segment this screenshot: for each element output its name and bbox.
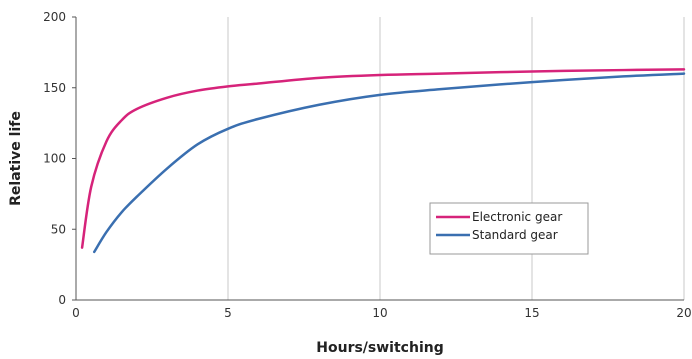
y-tick-label-50: 50 [51,222,66,236]
x-tick-label-10: 10 [372,306,387,320]
x-tick-label-15: 15 [524,306,539,320]
x-tick-label-20: 20 [676,306,691,320]
y-tick-label-200: 200 [43,10,66,24]
axes [72,16,684,301]
y-tick-label-150: 150 [43,81,66,95]
legend-box [429,202,589,255]
series-lines [80,68,686,254]
tick-labels: 0 50 100 150 200 0 5 10 15 20 [43,10,692,320]
series-line-standard-gear [92,72,686,254]
y-axis-title: Relative life [8,111,24,206]
series-line-electronic-gear [80,68,686,249]
legend-label-standard-gear: Standard gear [472,228,558,242]
legend: Electronic gear Standard gear [429,202,589,255]
x-tick-label-0: 0 [72,306,80,320]
grid-lines [227,17,685,300]
x-tick-label-5: 5 [224,306,232,320]
y-tick-label-0: 0 [58,293,66,307]
y-tick-label-100: 100 [43,152,66,166]
legend-label-electronic-gear: Electronic gear [472,210,562,224]
x-axis-title: Hours/switching [316,340,443,356]
